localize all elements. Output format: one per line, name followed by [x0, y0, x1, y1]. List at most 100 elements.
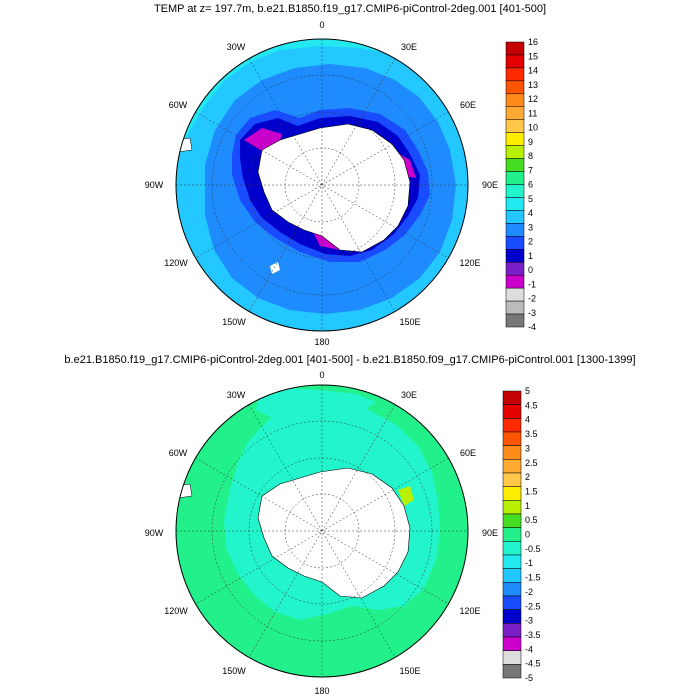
- panel2-map-boundary: [175, 384, 469, 678]
- panel1-colorbar-swatch: [505, 261, 525, 276]
- panel2-colorbar-swatch: [502, 445, 522, 460]
- panel1-colorbar-label: 1: [528, 251, 533, 261]
- panel2-lon-60e: 60E: [460, 448, 476, 458]
- panel1-colorbar-label: -2: [528, 294, 536, 304]
- panel1-sst-band-minus1: [244, 128, 416, 250]
- panel2-colorbar-swatch: [502, 541, 522, 556]
- panel2-colorbar-label: -4.5: [525, 659, 541, 669]
- panel1-lon-120e: 120E: [459, 258, 480, 268]
- panel1-colorbar-swatch: [505, 171, 525, 185]
- panel1-colorbar-swatch: [505, 300, 525, 315]
- panel1-colorbar-swatch: [505, 210, 525, 224]
- panel2-colorbar-label: 3.5: [525, 429, 538, 439]
- panel1-colorbar-label: 2: [528, 237, 533, 247]
- panel1-lon-60w: 60W: [169, 100, 188, 110]
- panel2-colorbar-label: 4.5: [525, 400, 538, 410]
- panel2-south-america-tip: [176, 483, 193, 499]
- panel1-colorbar-label: 12: [528, 94, 538, 104]
- panel2-colorbar-label: 4: [525, 415, 530, 425]
- panel1-colorbar-label: 11: [528, 108, 537, 118]
- panel1-colorbar-swatch: [505, 313, 525, 328]
- panel1-colorbar-label: 8: [528, 151, 533, 161]
- panel1-lon-150w: 150W: [222, 317, 246, 327]
- panel2-lon-90e: 90E: [482, 528, 498, 538]
- panel1-polar-map: 0 30E 60E 90E 120E 150E 180 150W 120W 90…: [145, 20, 538, 347]
- panel1-colorbar-swatch: [505, 41, 525, 56]
- panel2-lon-180: 180: [314, 686, 329, 696]
- panel1-colorbar-label: 5: [528, 194, 533, 204]
- panel1-lon-0: 0: [319, 20, 324, 30]
- panel1-lon-150e: 150E: [399, 317, 420, 327]
- panel1-colorbar-swatch: [505, 184, 525, 198]
- panel2-colorbar: 5 4.5 4 3.5 3 2.5 2 1.5 1 0.5 0 -0.5 -1 -1.5 -2 -2.5 -3 -…: [502, 386, 541, 683]
- panel1-colorbar-swatch: [505, 158, 525, 172]
- panel2-lon-90w: 90W: [145, 528, 164, 538]
- panel1-lon-30e: 30E: [401, 42, 417, 52]
- panel2-colorbar-swatch: [502, 459, 522, 474]
- panel2-lon-150e: 150E: [399, 666, 420, 676]
- panel1-colorbar-label: 0: [528, 265, 533, 275]
- panel1-colorbar-swatch: [505, 54, 525, 69]
- panel2-colorbar-swatch: [502, 404, 522, 419]
- panel1-lon-180: 180: [314, 337, 329, 347]
- panel2-colorbar-label: 5: [525, 386, 530, 396]
- panel1-colorbar-label: -1: [528, 279, 536, 289]
- panel1-colorbar-swatch: [505, 119, 525, 133]
- panel1-lon-90w: 90W: [145, 180, 164, 190]
- panel2-lon-150w: 150W: [222, 666, 246, 676]
- panel1-colorbar-label: 7: [528, 165, 533, 175]
- panel2-colorbar-label: -1.5: [525, 573, 541, 583]
- panel1-colorbar-label: -4: [528, 322, 536, 332]
- panel1-colorbar-swatch: [505, 106, 525, 120]
- panel2-colorbar-swatch: [502, 636, 522, 651]
- panel1-colorbar-swatch: [505, 80, 525, 95]
- panel2-lon-30e: 30E: [401, 390, 417, 400]
- panel2-colorbar-label: -3: [525, 616, 533, 626]
- panel1-lon-30w: 30W: [227, 42, 246, 52]
- panel2-colorbar-label: -0.5: [525, 544, 541, 554]
- panel2-colorbar-label: 1: [525, 501, 530, 511]
- panel2-colorbar-swatch: [502, 500, 522, 515]
- panel2-polar-map: 0 30E 60E 90E 120E 150E 180 150W 120W 90…: [145, 370, 541, 696]
- panel2-colorbar-label: -2.5: [525, 601, 541, 611]
- panel1-colorbar-swatch: [505, 132, 525, 146]
- panel2-colorbar-label: 2: [525, 472, 530, 482]
- panel1-colorbar-label: 6: [528, 180, 533, 190]
- panel1-colorbar-swatch: [505, 145, 525, 159]
- panel2-colorbar-label: -4: [525, 644, 533, 654]
- panel1-colorbar-swatch: [505, 67, 525, 82]
- panel2-colorbar-label: 0.5: [525, 515, 538, 525]
- panel1-colorbar-label: 14: [528, 66, 538, 76]
- panel2-graticule: [176, 385, 468, 677]
- panel2-colorbar-label: 1.5: [525, 486, 538, 496]
- panel2-lon-60w: 60W: [169, 448, 188, 458]
- panel2-lon-120w: 120W: [164, 606, 188, 616]
- panel2-colorbar-swatch: [502, 472, 522, 487]
- panel1-colorbar-swatch: [505, 197, 525, 211]
- panel1-lon-90e: 90E: [482, 180, 498, 190]
- panel2-colorbar-label: 2.5: [525, 458, 538, 468]
- panel2-colorbar-swatch: [502, 527, 522, 542]
- panel2-colorbar-label: 0: [525, 530, 530, 540]
- panel1-south-america-tip: [176, 137, 193, 153]
- panel2-colorbar-swatch: [502, 650, 522, 665]
- panel1-colorbar-label: 13: [528, 80, 538, 90]
- panel1-lon-60e: 60E: [460, 100, 476, 110]
- panel1-colorbar-label: 16: [528, 37, 538, 47]
- panel2-colorbar-swatch: [502, 595, 522, 610]
- panel1-colorbar-label: 10: [528, 123, 538, 133]
- panel2-colorbar-swatch: [502, 623, 522, 638]
- panel2-lon-30w: 30W: [227, 390, 246, 400]
- panel2-colorbar-swatch: [502, 390, 522, 405]
- panel2-colorbar-swatch: [502, 609, 522, 624]
- panel2-colorbar-swatch: [502, 664, 522, 679]
- panel1-map-boundary: [175, 38, 469, 332]
- panel2-colorbar-swatch: [502, 568, 522, 583]
- panel1-graticule: [176, 39, 468, 331]
- panel2-colorbar-swatch: [502, 486, 522, 501]
- panel1-title: TEMP at z= 197.7m, b.e21.B1850.f19_g17.C…: [153, 3, 547, 15]
- panel2-lon-0: 0: [319, 370, 324, 380]
- panel2-colorbar-swatch: [502, 554, 522, 569]
